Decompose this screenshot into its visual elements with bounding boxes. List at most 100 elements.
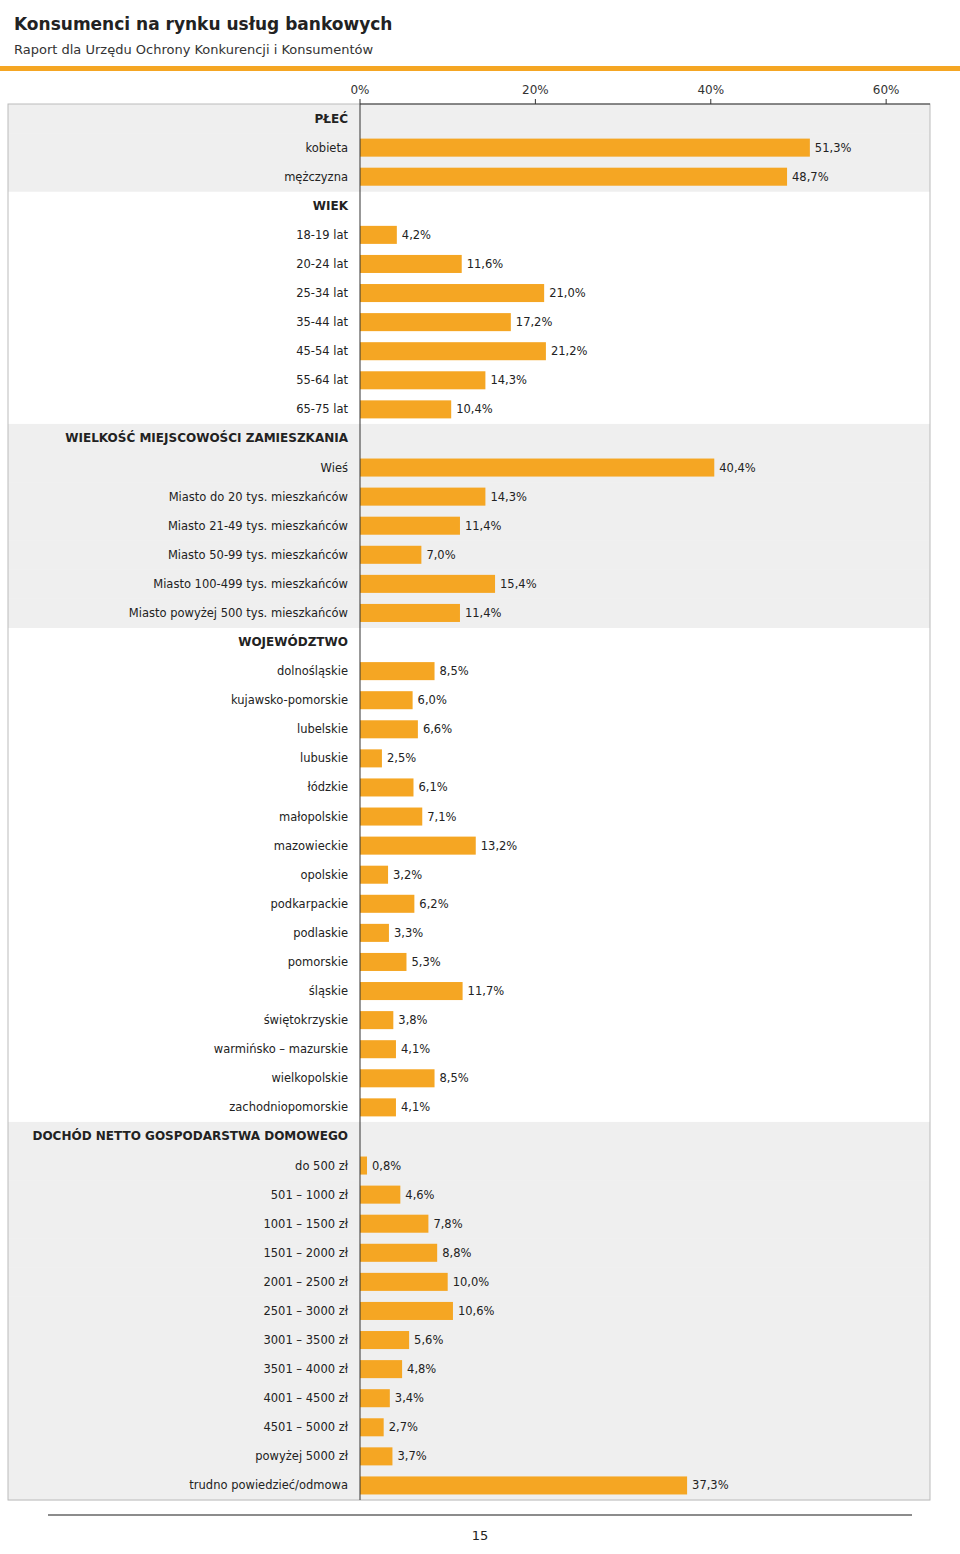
bar (360, 1302, 453, 1320)
data-label: 4,8% (407, 1362, 436, 1376)
data-label: 11,7% (468, 984, 505, 998)
subtitle: Raport dla Urzędu Ochrony Konkurencji i … (14, 42, 373, 57)
data-label: 4,1% (401, 1100, 430, 1114)
data-label: 3,3% (394, 926, 423, 940)
category-label: 2501 – 3000 zł (263, 1304, 348, 1318)
row-band (8, 1209, 930, 1239)
data-label: 5,3% (411, 955, 440, 969)
footer-rule (48, 1514, 912, 1516)
category-label: lubuskie (300, 751, 348, 765)
category-label: świętokrzyskie (264, 1013, 348, 1027)
row-band (8, 1296, 930, 1326)
category-label: opolskie (301, 868, 349, 882)
bar (360, 837, 476, 855)
bar (360, 808, 422, 826)
bar (360, 1244, 437, 1262)
bar (360, 517, 460, 535)
bar (360, 1011, 393, 1029)
data-label: 10,6% (458, 1304, 495, 1318)
category-label: 501 – 1000 zł (271, 1188, 349, 1202)
data-label: 21,0% (549, 286, 586, 300)
category-label: wielkopolskie (271, 1071, 348, 1085)
data-label: 7,1% (427, 810, 456, 824)
row-band (8, 1122, 930, 1152)
category-label: Wieś (321, 461, 348, 475)
category-labels: PŁEĆkobietamężczyznaWIEK18-19 lat20-24 l… (32, 111, 348, 1493)
page-number: 15 (472, 1528, 489, 1543)
data-label: 8,5% (440, 664, 469, 678)
category-label: mazowieckie (274, 839, 348, 853)
row-band (8, 1471, 930, 1501)
data-label: 14,3% (490, 490, 527, 504)
data-label: 10,4% (456, 402, 493, 416)
bar (360, 1447, 392, 1465)
bar (360, 459, 714, 477)
bar (360, 749, 382, 767)
category-label: 3501 – 4000 zł (263, 1362, 348, 1376)
data-label: 13,2% (481, 839, 518, 853)
bar (360, 895, 414, 913)
category-label: 65-75 lat (296, 402, 348, 416)
category-label: zachodniopomorskie (229, 1100, 348, 1114)
row-band (8, 482, 930, 512)
data-label: 6,1% (418, 780, 447, 794)
bar (360, 168, 787, 186)
category-label: Miasto 100-499 tys. mieszkańców (153, 577, 348, 591)
bar (360, 953, 406, 971)
row-band (8, 569, 930, 599)
category-label: 55-64 lat (296, 373, 348, 387)
category-label: Miasto 21-49 tys. mieszkańców (168, 519, 348, 533)
category-label: do 500 zł (295, 1159, 349, 1173)
category-label: 2001 – 2500 zł (263, 1275, 348, 1289)
data-label: 10,0% (453, 1275, 490, 1289)
bar (360, 313, 511, 331)
row-band (8, 453, 930, 483)
bar (360, 1331, 409, 1349)
bar (360, 255, 462, 273)
category-label: pomorskie (288, 955, 348, 969)
row-band (8, 1180, 930, 1210)
header-rule (0, 66, 960, 71)
bar (360, 400, 451, 418)
data-label: 8,8% (442, 1246, 471, 1260)
row-band (8, 540, 930, 570)
data-label: 7,0% (426, 548, 455, 562)
data-labels: 51,3%48,7%4,2%11,6%21,0%17,2%21,2%14,3%1… (372, 141, 851, 1493)
category-label: Miasto 50-99 tys. mieszkańców (168, 548, 348, 562)
category-label: 25-34 lat (296, 286, 348, 300)
category-label: podlaskie (293, 926, 348, 940)
bar (360, 1389, 390, 1407)
chart-frame (8, 104, 930, 1500)
category-label: 4501 – 5000 zł (263, 1420, 348, 1434)
data-label: 6,0% (418, 693, 447, 707)
data-label: 11,4% (465, 519, 502, 533)
data-label: 17,2% (516, 315, 553, 329)
row-band (8, 1384, 930, 1414)
chart: Konsumenci na rynku usług bankowychRapor… (0, 0, 960, 1554)
category-label: 20-24 lat (296, 257, 348, 271)
category-label: lubelskie (297, 722, 348, 736)
bar (360, 1215, 428, 1233)
category-label: małopolskie (279, 810, 348, 824)
data-label: 37,3% (692, 1478, 729, 1492)
bar (360, 226, 397, 244)
row-band (8, 1326, 930, 1356)
data-label: 21,2% (551, 344, 588, 358)
category-label: 45-54 lat (296, 344, 348, 358)
category-label: trudno powiedzieć/odmowa (189, 1478, 348, 1492)
bar (360, 1098, 396, 1116)
data-label: 14,3% (490, 373, 527, 387)
bar (360, 924, 389, 942)
data-label: 3,8% (398, 1013, 427, 1027)
row-band (8, 511, 930, 541)
axis-line (360, 104, 930, 105)
data-label: 3,7% (397, 1449, 426, 1463)
data-label: 3,4% (395, 1391, 424, 1405)
bar (360, 982, 463, 1000)
tick (535, 99, 536, 104)
data-label: 4,2% (402, 228, 431, 242)
category-label: śląskie (309, 984, 348, 998)
tick-label: 20% (522, 83, 549, 97)
data-label: 0,8% (372, 1159, 401, 1173)
bar (360, 720, 418, 738)
